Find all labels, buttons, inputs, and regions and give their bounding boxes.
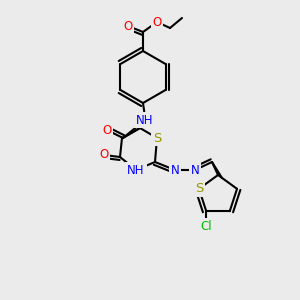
Text: S: S <box>195 182 203 195</box>
Text: O: O <box>102 124 112 136</box>
Text: O: O <box>152 16 162 28</box>
Text: NH: NH <box>127 164 145 176</box>
Text: N: N <box>171 164 179 176</box>
Text: Cl: Cl <box>200 220 212 233</box>
Text: O: O <box>99 148 109 161</box>
Text: S: S <box>153 131 161 145</box>
Text: NH: NH <box>136 113 154 127</box>
Text: N: N <box>190 164 200 176</box>
Text: O: O <box>123 20 133 32</box>
